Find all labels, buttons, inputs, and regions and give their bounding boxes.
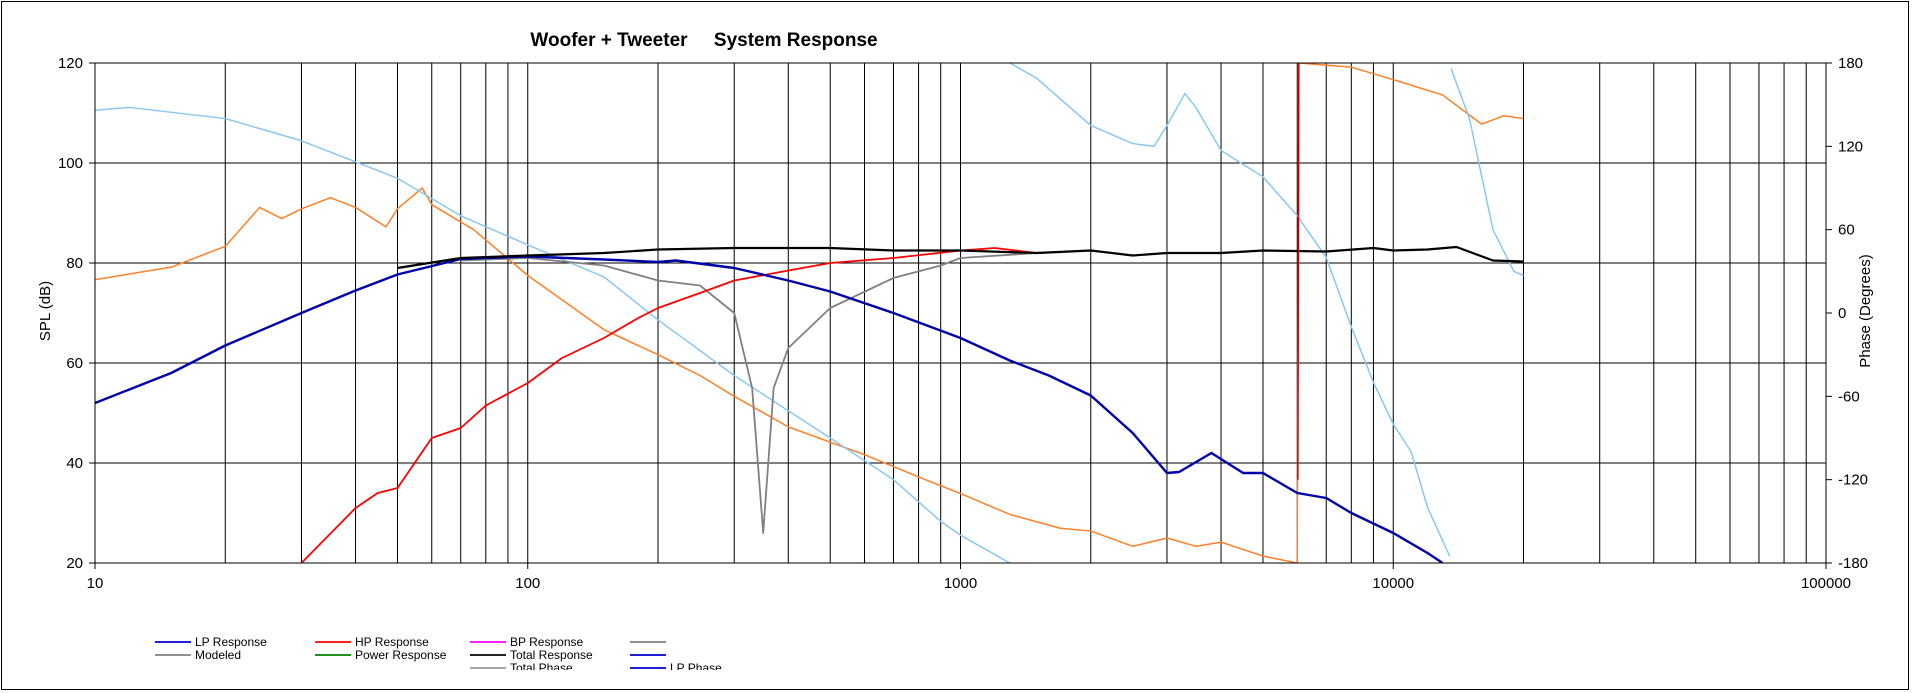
legend-label: LP Phase (670, 661, 722, 675)
axes: 20 40 60 80 100 120 -180 -120 -60 0 60 120 180 10 100 1… (58, 55, 1868, 592)
y2-tick-label: 180 (1838, 55, 1863, 72)
y2-tick-label: 120 (1838, 138, 1863, 155)
y-axis-label: SPL (dB) (37, 281, 54, 341)
legend-label: Total Response (510, 648, 593, 662)
series-hp-response (300, 247, 1091, 563)
series-modeled (460, 252, 1037, 534)
legend-label: LP Response (195, 635, 267, 649)
legend: LP Response HP Response BP Response Modeled… (155, 635, 722, 675)
y2-tick-label: 60 (1838, 222, 1855, 239)
series-hp-phase-jump (1297, 63, 1300, 480)
series-group (95, 63, 1524, 563)
legend-label: BP Response (510, 635, 583, 649)
y2-axis-label: Phase (Degrees) (1857, 254, 1874, 367)
legend-label: HP Response (355, 635, 429, 649)
y-tick-label: 100 (58, 155, 83, 172)
series-lp-phase (95, 63, 1524, 563)
series-hp-phase (95, 63, 1524, 563)
y-tick-label: 120 (58, 55, 83, 72)
y-tick-label: 40 (66, 455, 83, 472)
x-tick-label: 1000 (944, 575, 977, 592)
plot-area (94, 62, 1827, 564)
y2-tick-label: -180 (1838, 555, 1868, 572)
y2-tick-label: 0 (1838, 305, 1846, 322)
y2-tick-label: -60 (1838, 388, 1860, 405)
chart-title: Woofer + Tweeter System Response (530, 30, 877, 51)
x-tick-label: 100000 (1801, 575, 1851, 592)
y-tick-label: 60 (66, 355, 83, 372)
x-tick-label: 10 (87, 575, 104, 592)
y-tick-label: 20 (66, 555, 83, 572)
legend-label: Total Phase (510, 661, 573, 675)
legend-label: Modeled (195, 648, 241, 662)
grid (94, 62, 1827, 564)
legend-label: Power Response (355, 648, 447, 662)
x-tick-label: 10000 (1372, 575, 1414, 592)
series-total-response (397, 245, 1524, 270)
y-tick-label: 80 (66, 255, 83, 272)
x-tick-label: 100 (515, 575, 540, 592)
series-lp-response (95, 255, 1444, 563)
y2-tick-label: -120 (1838, 472, 1868, 489)
